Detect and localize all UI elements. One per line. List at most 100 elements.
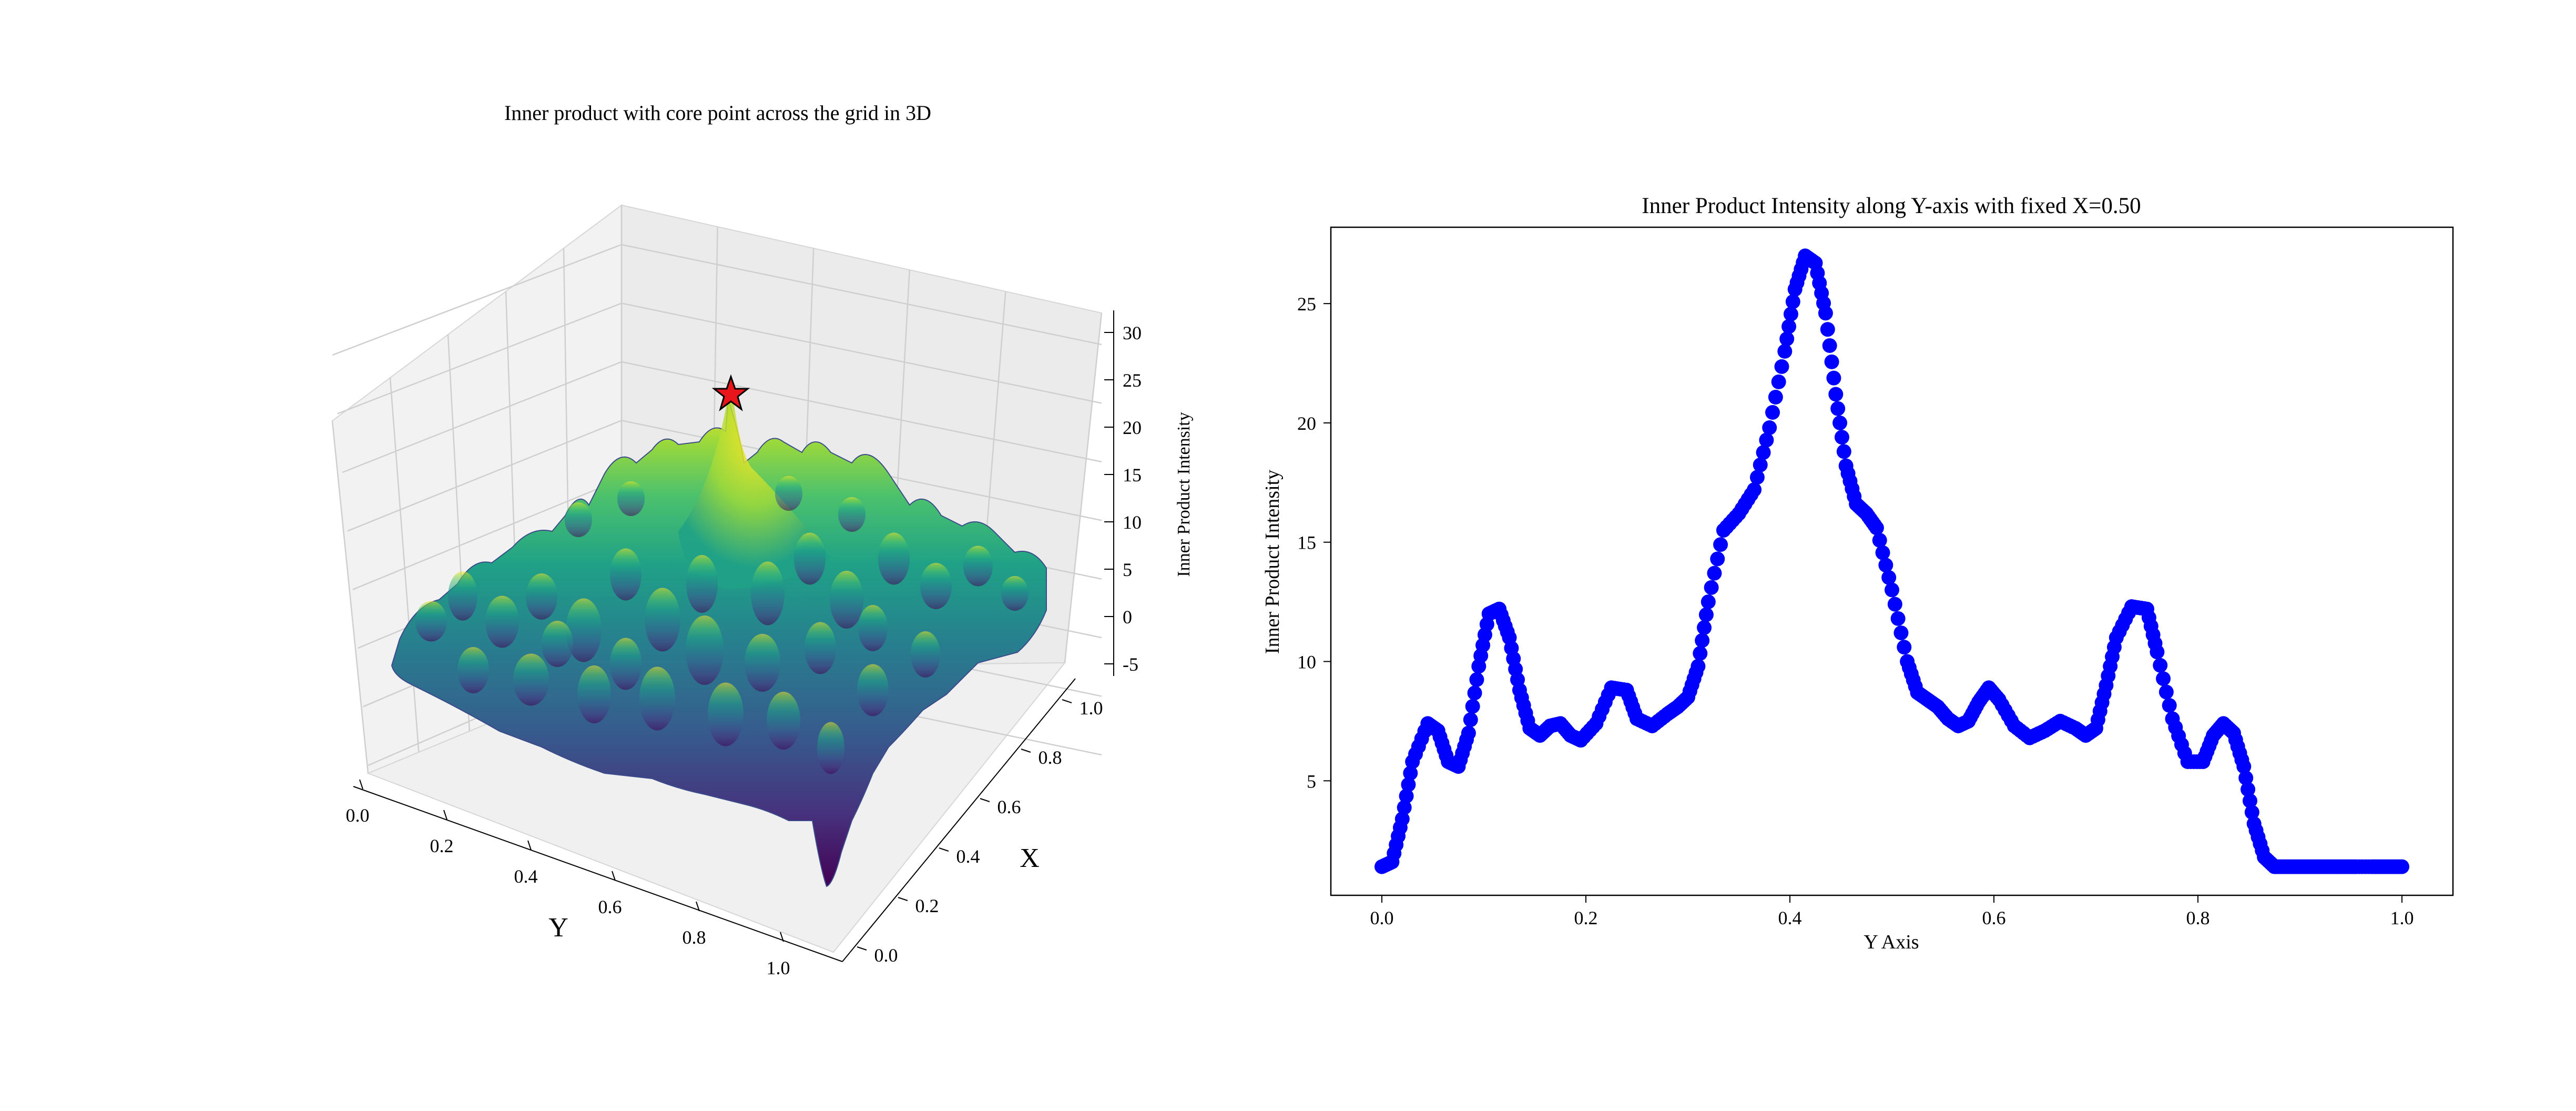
surface-bump xyxy=(805,622,836,674)
scatter-point xyxy=(1783,307,1798,322)
scatter-point xyxy=(2162,698,2177,713)
scatter-point xyxy=(1875,545,1890,560)
surface-bump xyxy=(448,571,477,621)
scatter-point xyxy=(1753,457,1768,472)
scatter-point xyxy=(2238,770,2254,785)
scatter-point xyxy=(1785,294,1800,309)
surface-bump xyxy=(415,601,447,642)
z-tick-label-3d: 25 xyxy=(1123,370,1142,391)
scatter-panel: Inner Product Intensity along Y-axis wit… xyxy=(1261,194,2454,953)
scatter-point xyxy=(1394,811,1410,826)
x-tick-label-3d: 0.8 xyxy=(1038,747,1062,768)
surface-3d-panel: Inner product with core point across the… xyxy=(331,101,1194,978)
y-axis-label-3d: Y xyxy=(548,913,568,943)
surface-bump xyxy=(878,532,910,585)
scatter-point xyxy=(1878,558,1893,573)
scatter-point xyxy=(1701,594,1716,610)
scatter-point xyxy=(1704,580,1719,595)
y-tick-mark-3d xyxy=(359,779,363,790)
scatter-point xyxy=(2395,859,2409,874)
grid-line xyxy=(342,361,1102,473)
scatter-point xyxy=(1759,432,1774,448)
scatter-point xyxy=(1872,533,1887,548)
scatter-point xyxy=(1465,699,1480,714)
scatter-x-tick-label: 0.6 xyxy=(1982,907,2006,928)
surface-bump xyxy=(610,638,642,690)
scatter-point xyxy=(1822,338,1837,353)
y-tick-label-3d: 1.0 xyxy=(767,957,790,978)
scatter-x-tick-label: 0.0 xyxy=(1370,907,1394,928)
surface-bumps xyxy=(415,476,1029,774)
core-point-star-marker xyxy=(711,374,750,411)
z-axis-ticks-3d: -5 0 5 10 15 20 25 30 xyxy=(1104,322,1142,675)
surface-bump xyxy=(542,621,573,667)
x-tick-mark-3d xyxy=(1062,699,1072,703)
scatter-point xyxy=(2241,782,2256,797)
z-tick-label-3d: 15 xyxy=(1123,464,1142,486)
y-tick-mark-3d xyxy=(443,810,447,820)
grid-line xyxy=(331,420,369,774)
scatter-point xyxy=(1707,565,1722,581)
scatter-point xyxy=(1463,712,1478,728)
x-tick-label-3d: 1.0 xyxy=(1080,698,1103,719)
scatter-point xyxy=(1768,389,1783,405)
x-tick-label-3d: 0.0 xyxy=(874,945,898,966)
scatter-point xyxy=(1836,444,1851,459)
surface-bump xyxy=(708,682,744,746)
surface-3d-title: Inner product with core point across the… xyxy=(504,101,931,125)
y-axis-ticks-3d: 0.0 0.2 0.4 0.6 0.8 1.0 xyxy=(346,779,790,978)
inner-product-surface xyxy=(391,379,1047,887)
surface-bump xyxy=(526,573,557,620)
scatter-x-axis-label: Y Axis xyxy=(1864,931,1919,953)
surface-bump xyxy=(963,546,993,587)
scatter-x-tick-label: 0.4 xyxy=(1778,907,1802,928)
scatter-point xyxy=(1695,633,1710,648)
scatter-point xyxy=(1893,625,1909,641)
surface-bump xyxy=(775,476,802,511)
scatter-point xyxy=(1830,401,1846,416)
y-tick-mark-3d xyxy=(696,901,700,912)
scatter-points xyxy=(1374,248,2409,874)
scatter-point xyxy=(1828,387,1844,402)
scatter-point xyxy=(1881,570,1897,585)
scatter-point xyxy=(2244,805,2259,820)
scatter-point xyxy=(1403,765,1418,781)
surface-bump xyxy=(857,664,889,716)
surface-bump xyxy=(645,588,680,652)
surface-bump xyxy=(617,481,645,516)
scatter-point xyxy=(1698,607,1714,622)
y-tick-mark-3d xyxy=(527,840,532,851)
surface-bump xyxy=(817,722,844,774)
scatter-point xyxy=(1397,800,1412,815)
surface-bump xyxy=(745,634,780,692)
surface-bump xyxy=(639,666,675,731)
scatter-point xyxy=(1749,470,1765,485)
scatter-y-tick-label: 15 xyxy=(1297,532,1316,553)
scatter-point xyxy=(2158,684,2174,700)
scatter-point xyxy=(1691,659,1706,674)
x-tick-label-3d: 0.6 xyxy=(997,796,1021,817)
scatter-title: Inner Product Intensity along Y-axis wit… xyxy=(1642,194,2141,218)
scatter-point xyxy=(2153,658,2168,673)
z-tick-label-3d: -5 xyxy=(1123,654,1138,675)
grid-line xyxy=(332,244,1102,356)
grid-line xyxy=(337,302,1102,415)
surface-bump xyxy=(566,598,602,662)
scatter-point xyxy=(1771,374,1786,389)
scatter-point xyxy=(1469,672,1484,687)
scatter-x-tick-label: 0.2 xyxy=(1574,907,1598,928)
surface-bump xyxy=(565,502,592,537)
y-tick-label-3d: 0.2 xyxy=(430,835,454,856)
scatter-point xyxy=(1887,597,1902,612)
scatter-point xyxy=(1820,322,1835,337)
y-axis-line-3d xyxy=(353,786,843,962)
surface-bump xyxy=(767,692,800,750)
z-axis-label-3d: Inner Product Intensity xyxy=(1174,412,1194,577)
scatter-point xyxy=(1826,370,1841,386)
scatter-point xyxy=(1897,640,1912,655)
scatter-x-tick-label: 1.0 xyxy=(2390,907,2414,928)
scatter-point xyxy=(1762,420,1777,435)
scatter-point xyxy=(1467,685,1482,701)
surface-bump xyxy=(610,548,642,601)
y-tick-label-3d: 0.6 xyxy=(598,896,622,917)
